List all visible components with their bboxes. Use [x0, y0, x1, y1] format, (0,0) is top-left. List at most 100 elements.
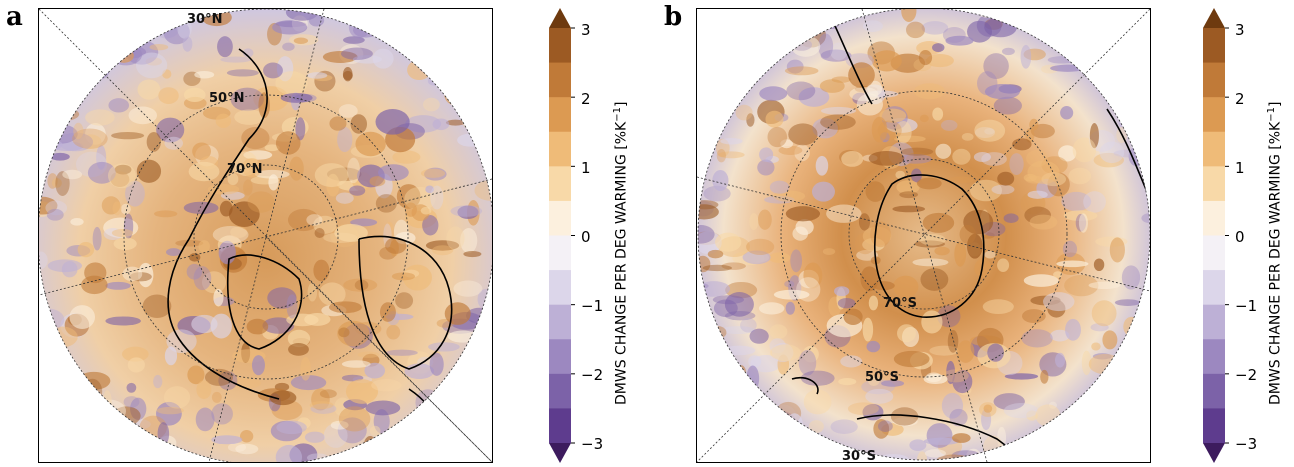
field-texture-cell	[1012, 138, 1032, 151]
field-texture-cell	[269, 390, 297, 406]
field-texture-cell	[135, 52, 168, 79]
field-texture-cell	[721, 262, 746, 270]
field-texture-cell	[217, 36, 233, 58]
field-texture-cell	[1128, 377, 1150, 393]
field-texture-cell	[378, 164, 409, 181]
field-texture-cell	[457, 205, 479, 219]
colorbar-b-tick: 1	[1235, 159, 1245, 177]
field-texture-cell	[1083, 191, 1106, 213]
field-texture-cell	[183, 87, 206, 103]
field-texture-cell	[784, 66, 819, 76]
colorbar-b-tick: −3	[1235, 435, 1258, 453]
field-texture-cell	[1029, 214, 1058, 230]
field-texture-cell	[916, 177, 942, 190]
field-texture-cell	[287, 208, 320, 232]
field-texture-cell	[1089, 122, 1099, 149]
field-texture-cell	[942, 26, 966, 43]
field-texture-cell	[1023, 274, 1059, 287]
field-texture-cell	[108, 98, 130, 113]
field-texture-cell	[1051, 36, 1071, 48]
field-texture-cell	[914, 83, 946, 100]
colorbar-a-tick: 3	[581, 21, 591, 39]
map-b-lat-circle-30	[697, 9, 1150, 461]
field-texture-cell	[43, 431, 63, 448]
field-texture-cell	[254, 169, 290, 179]
field-texture-cell	[101, 196, 121, 215]
field-texture-cell	[407, 59, 432, 81]
field-texture-cell	[818, 33, 834, 59]
field-texture-cell	[447, 330, 478, 343]
field-texture-cell	[1068, 167, 1092, 185]
field-texture-cell	[720, 137, 743, 145]
field-texture-cell	[1003, 213, 1019, 224]
field-texture-cell	[1056, 441, 1066, 450]
field-texture-cell	[858, 213, 871, 231]
field-texture-cell	[932, 43, 945, 53]
field-texture-cell	[1120, 407, 1150, 426]
field-texture-cell	[1111, 384, 1148, 395]
field-texture-cell	[808, 420, 824, 433]
field-texture-cell	[923, 374, 948, 385]
field-texture-cell	[798, 87, 830, 107]
field-texture-cell	[441, 403, 471, 416]
field-texture-cell	[293, 37, 309, 44]
field-texture-cell	[240, 429, 254, 443]
field-texture-cell	[137, 79, 161, 100]
field-texture-cell	[1121, 265, 1141, 290]
field-texture-cell	[123, 396, 140, 408]
field-texture-cell	[153, 374, 163, 389]
field-texture-cell	[841, 151, 864, 167]
colorbar-level	[1203, 200, 1225, 236]
field-texture-cell	[247, 191, 275, 213]
field-texture-cell	[749, 328, 769, 344]
field-texture-cell	[329, 116, 347, 131]
field-texture-cell	[246, 318, 269, 335]
field-texture-cell	[716, 149, 727, 163]
field-texture-cell	[1053, 271, 1063, 279]
field-texture-cell	[952, 369, 973, 394]
field-texture-cell	[954, 241, 967, 267]
field-texture-cell	[1109, 75, 1135, 93]
field-texture-cell	[1063, 37, 1074, 57]
field-texture-cell	[126, 382, 137, 393]
colorbar-level	[549, 28, 571, 64]
field-texture-cell	[803, 262, 823, 289]
field-texture-cell	[1088, 353, 1122, 375]
field-texture-cell	[387, 431, 397, 440]
field-texture-cell	[890, 407, 919, 426]
field-texture-cell	[1100, 62, 1128, 80]
field-texture-cell	[220, 191, 245, 200]
field-texture-cell	[212, 226, 249, 244]
map-b-antarctica	[874, 174, 985, 318]
colorbar-extend-max	[549, 8, 571, 28]
field-texture-cell	[107, 163, 136, 189]
field-texture-cell	[759, 86, 788, 101]
field-texture-cell	[211, 435, 243, 445]
field-texture-cell	[379, 302, 396, 322]
field-texture-cell	[1048, 401, 1057, 409]
field-texture-cell	[826, 204, 862, 223]
map-a-meridians	[39, 9, 492, 462]
field-texture-cell	[769, 180, 790, 194]
field-texture-cell	[74, 447, 104, 462]
field-texture-cell	[1128, 332, 1138, 352]
field-texture-cell	[707, 325, 727, 340]
field-texture-cell	[451, 387, 470, 411]
field-texture-cell	[432, 245, 454, 256]
field-texture-cell	[275, 444, 303, 462]
field-texture-cell	[49, 70, 69, 78]
field-texture-cell	[59, 405, 95, 421]
field-texture-cell	[820, 114, 856, 130]
field-texture-cell	[423, 97, 440, 112]
field-texture-cell	[117, 9, 140, 22]
field-texture-cell	[1091, 377, 1117, 397]
field-texture-cell	[1123, 403, 1134, 422]
map-b-lat-label-70: 70°S	[883, 296, 917, 311]
field-texture-cell	[712, 295, 745, 305]
field-texture-cell	[873, 419, 890, 439]
field-texture-cell	[424, 167, 447, 181]
field-texture-cell	[947, 329, 959, 353]
colorbar-b-tick: 3	[1235, 21, 1245, 39]
field-texture-cell	[136, 159, 162, 183]
field-texture-cell	[935, 143, 952, 159]
